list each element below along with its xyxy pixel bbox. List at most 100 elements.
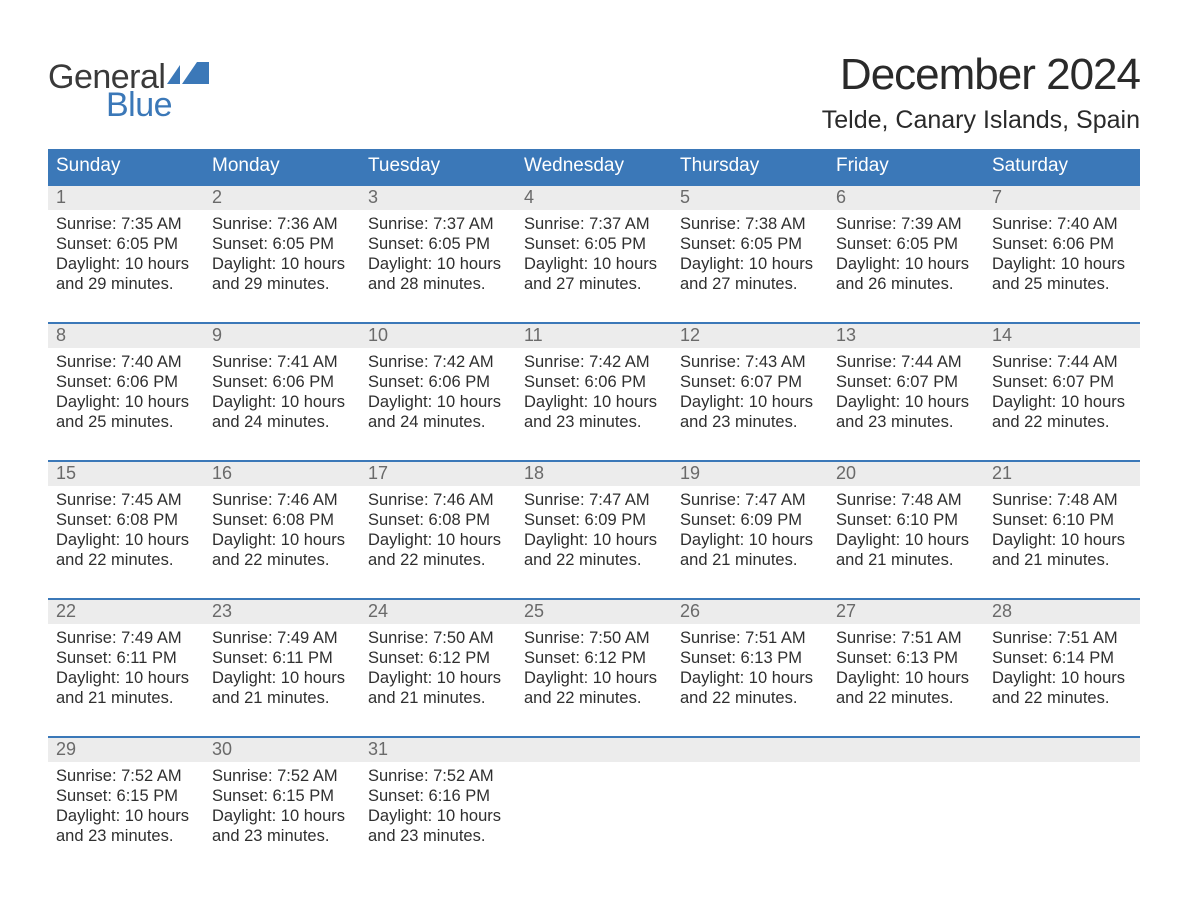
daylight-line: Daylight: 10 hours and 21 minutes. — [680, 530, 820, 570]
day-number: 10 — [368, 325, 388, 345]
sunrise-line: Sunrise: 7:49 AM — [56, 628, 196, 648]
weekday-header: Friday — [828, 149, 984, 184]
calendar-page: General Blue December 2024 Telde, Canary… — [0, 0, 1188, 900]
daylight-line: Daylight: 10 hours and 28 minutes. — [368, 254, 508, 294]
day-number-row: 14 — [984, 324, 1140, 348]
sunset-line: Sunset: 6:05 PM — [56, 234, 196, 254]
sunset-line: Sunset: 6:14 PM — [992, 648, 1132, 668]
sunrise-line: Sunrise: 7:52 AM — [56, 766, 196, 786]
day-number-row: 30 — [204, 738, 360, 762]
daylight-line: Daylight: 10 hours and 25 minutes. — [992, 254, 1132, 294]
sunrise-line: Sunrise: 7:36 AM — [212, 214, 352, 234]
sunset-line: Sunset: 6:06 PM — [56, 372, 196, 392]
sunrise-line: Sunrise: 7:37 AM — [524, 214, 664, 234]
day-number: 15 — [56, 463, 76, 483]
day-number-row: 17 — [360, 462, 516, 486]
calendar-day-cell: 30Sunrise: 7:52 AMSunset: 6:15 PMDayligh… — [204, 738, 360, 860]
sunrise-line: Sunrise: 7:46 AM — [368, 490, 508, 510]
calendar-week-row: 29Sunrise: 7:52 AMSunset: 6:15 PMDayligh… — [48, 736, 1140, 860]
day-body: Sunrise: 7:36 AMSunset: 6:05 PMDaylight:… — [204, 210, 360, 295]
sunset-line: Sunset: 6:05 PM — [524, 234, 664, 254]
daylight-line: Daylight: 10 hours and 21 minutes. — [992, 530, 1132, 570]
sunset-line: Sunset: 6:12 PM — [368, 648, 508, 668]
calendar-day-cell: 2Sunrise: 7:36 AMSunset: 6:05 PMDaylight… — [204, 186, 360, 308]
day-body: Sunrise: 7:43 AMSunset: 6:07 PMDaylight:… — [672, 348, 828, 433]
daylight-line: Daylight: 10 hours and 29 minutes. — [212, 254, 352, 294]
sunset-line: Sunset: 6:05 PM — [368, 234, 508, 254]
brand-word2: Blue — [106, 88, 209, 122]
day-number-row: 31 — [360, 738, 516, 762]
sunrise-line: Sunrise: 7:50 AM — [524, 628, 664, 648]
calendar-day-cell: 17 Sunrise: 7:46 AMSunset: 6:08 PMDayligh… — [360, 462, 516, 584]
daylight-line: Daylight: 10 hours and 26 minutes. — [836, 254, 976, 294]
day-number: 12 — [680, 325, 700, 345]
sunset-line: Sunset: 6:10 PM — [992, 510, 1132, 530]
daylight-line: Daylight: 10 hours and 29 minutes. — [56, 254, 196, 294]
calendar-day-cell: 9Sunrise: 7:41 AMSunset: 6:06 PMDaylight… — [204, 324, 360, 446]
day-number-row: 13 — [828, 324, 984, 348]
sunrise-line: Sunrise: 7:39 AM — [836, 214, 976, 234]
day-body: Sunrise: 7:44 AMSunset: 6:07 PMDaylight:… — [984, 348, 1140, 433]
daylight-line: Daylight: 10 hours and 27 minutes. — [680, 254, 820, 294]
day-number-row: 4 — [516, 186, 672, 210]
day-body: Sunrise: 7:52 AMSunset: 6:16 PMDaylight:… — [360, 762, 516, 847]
day-number-row: 1 — [48, 186, 204, 210]
sunset-line: Sunset: 6:09 PM — [524, 510, 664, 530]
day-body: Sunrise: 7:51 AMSunset: 6:14 PMDaylight:… — [984, 624, 1140, 709]
sunset-line: Sunset: 6:06 PM — [368, 372, 508, 392]
sunset-line: Sunset: 6:08 PM — [56, 510, 196, 530]
calendar-day-cell: 6Sunrise: 7:39 AMSunset: 6:05 PMDaylight… — [828, 186, 984, 308]
sunrise-line: Sunrise: 7:46 AM — [212, 490, 352, 510]
day-number-row: . — [828, 738, 984, 762]
weekday-header: Monday — [204, 149, 360, 184]
weekday-header-row: SundayMondayTuesdayWednesdayThursdayFrid… — [48, 149, 1140, 184]
day-body: Sunrise: 7:42 AMSunset: 6:06 PMDaylight:… — [516, 348, 672, 433]
day-number: 9 — [212, 325, 222, 345]
weekday-header: Tuesday — [360, 149, 516, 184]
sunset-line: Sunset: 6:16 PM — [368, 786, 508, 806]
calendar-day-cell: 3Sunrise: 7:37 AMSunset: 6:05 PMDaylight… — [360, 186, 516, 308]
calendar-day-cell: 12 Sunrise: 7:43 AMSunset: 6:07 PMDayligh… — [672, 324, 828, 446]
day-number: 25 — [524, 601, 544, 621]
sunrise-line: Sunrise: 7:48 AM — [836, 490, 976, 510]
calendar-day-cell: 5Sunrise: 7:38 AMSunset: 6:05 PMDaylight… — [672, 186, 828, 308]
day-body: Sunrise: 7:38 AMSunset: 6:05 PMDaylight:… — [672, 210, 828, 295]
calendar-day-cell: 11Sunrise: 7:42 AMSunset: 6:06 PMDayligh… — [516, 324, 672, 446]
sunrise-line: Sunrise: 7:47 AM — [524, 490, 664, 510]
sunrise-line: Sunrise: 7:52 AM — [368, 766, 508, 786]
day-number-row: 6 — [828, 186, 984, 210]
daylight-line: Daylight: 10 hours and 23 minutes. — [56, 806, 196, 846]
day-number-row: 10 — [360, 324, 516, 348]
day-number-row: 24 — [360, 600, 516, 624]
day-body: Sunrise: 7:37 AMSunset: 6:05 PMDaylight:… — [516, 210, 672, 295]
sunrise-line: Sunrise: 7:49 AM — [212, 628, 352, 648]
day-number: 21 — [992, 463, 1012, 483]
day-number: 23 — [212, 601, 232, 621]
sunrise-line: Sunrise: 7:35 AM — [56, 214, 196, 234]
sunset-line: Sunset: 6:13 PM — [680, 648, 820, 668]
day-number: 27 — [836, 601, 856, 621]
day-number: 1 — [56, 187, 66, 207]
calendar-day-cell: 23Sunrise: 7:49 AMSunset: 6:11 PMDayligh… — [204, 600, 360, 722]
calendar-day-cell: 8Sunrise: 7:40 AMSunset: 6:06 PMDaylight… — [48, 324, 204, 446]
flag-icon — [167, 62, 209, 88]
day-number-row: 26 — [672, 600, 828, 624]
calendar-day-cell: 4Sunrise: 7:37 AMSunset: 6:05 PMDaylight… — [516, 186, 672, 308]
day-number: 8 — [56, 325, 66, 345]
day-number-row: 28 — [984, 600, 1140, 624]
day-number: 13 — [836, 325, 856, 345]
calendar-day-cell: . — [516, 738, 672, 860]
sunset-line: Sunset: 6:08 PM — [368, 510, 508, 530]
daylight-line: Daylight: 10 hours and 22 minutes. — [992, 392, 1132, 432]
weekday-header: Thursday — [672, 149, 828, 184]
daylight-line: Daylight: 10 hours and 22 minutes. — [992, 668, 1132, 708]
daylight-line: Daylight: 10 hours and 22 minutes. — [368, 530, 508, 570]
calendar-day-cell: . — [828, 738, 984, 860]
day-number-row: . — [672, 738, 828, 762]
sunset-line: Sunset: 6:10 PM — [836, 510, 976, 530]
sunset-line: Sunset: 6:06 PM — [992, 234, 1132, 254]
calendar-day-cell: 21Sunrise: 7:48 AMSunset: 6:10 PMDayligh… — [984, 462, 1140, 584]
sunset-line: Sunset: 6:07 PM — [992, 372, 1132, 392]
calendar-day-cell: 7Sunrise: 7:40 AMSunset: 6:06 PMDaylight… — [984, 186, 1140, 308]
sunset-line: Sunset: 6:07 PM — [836, 372, 976, 392]
